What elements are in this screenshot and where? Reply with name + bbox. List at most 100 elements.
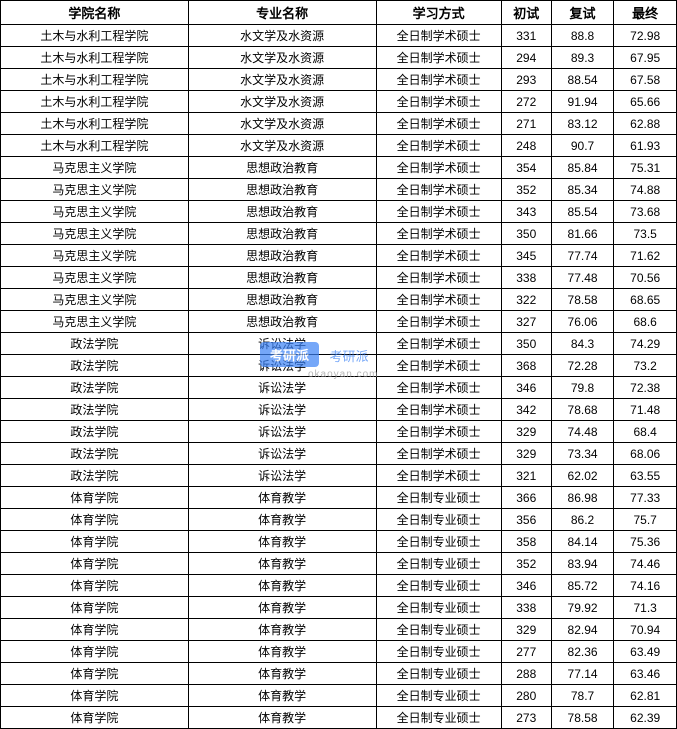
table-cell: 马克思主义学院 (1, 179, 189, 201)
table-cell: 78.58 (551, 289, 614, 311)
table-cell: 马克思主义学院 (1, 311, 189, 333)
header-mode: 学习方式 (376, 1, 501, 25)
table-cell: 71.48 (614, 399, 677, 421)
table-cell: 体育教学 (188, 597, 376, 619)
table-cell: 体育学院 (1, 487, 189, 509)
table-cell: 思想政治教育 (188, 179, 376, 201)
table-cell: 346 (501, 575, 551, 597)
table-cell: 思想政治教育 (188, 311, 376, 333)
table-cell: 352 (501, 179, 551, 201)
table-row: 马克思主义学院思想政治教育全日制学术硕士32776.0668.6 (1, 311, 677, 333)
table-row: 马克思主义学院思想政治教育全日制学术硕士33877.4870.56 (1, 267, 677, 289)
table-cell: 政法学院 (1, 421, 189, 443)
table-cell: 76.06 (551, 311, 614, 333)
table-cell: 77.14 (551, 663, 614, 685)
table-cell: 体育学院 (1, 597, 189, 619)
table-cell: 85.54 (551, 201, 614, 223)
table-cell: 79.8 (551, 377, 614, 399)
table-cell: 70.94 (614, 619, 677, 641)
table-cell: 思想政治教育 (188, 223, 376, 245)
table-cell: 体育学院 (1, 641, 189, 663)
table-cell: 83.12 (551, 113, 614, 135)
table-cell: 政法学院 (1, 355, 189, 377)
table-cell: 329 (501, 619, 551, 641)
table-cell: 90.7 (551, 135, 614, 157)
table-cell: 体育教学 (188, 509, 376, 531)
table-cell: 体育教学 (188, 619, 376, 641)
table-cell: 全日制学术硕士 (376, 355, 501, 377)
table-cell: 全日制专业硕士 (376, 575, 501, 597)
table-cell: 356 (501, 509, 551, 531)
table-row: 土木与水利工程学院水文学及水资源全日制学术硕士33188.872.98 (1, 25, 677, 47)
table-cell: 政法学院 (1, 377, 189, 399)
table-cell: 体育学院 (1, 531, 189, 553)
table-cell: 63.49 (614, 641, 677, 663)
table-cell: 73.2 (614, 355, 677, 377)
table-cell: 土木与水利工程学院 (1, 25, 189, 47)
table-header-row: 学院名称 专业名称 学习方式 初试 复试 最终 (1, 1, 677, 25)
table-cell: 358 (501, 531, 551, 553)
table-row: 政法学院诉讼法学全日制学术硕士32973.3468.06 (1, 443, 677, 465)
table-cell: 全日制专业硕士 (376, 685, 501, 707)
table-body: 土木与水利工程学院水文学及水资源全日制学术硕士33188.872.98土木与水利… (1, 25, 677, 729)
table-cell: 土木与水利工程学院 (1, 47, 189, 69)
table-cell: 329 (501, 421, 551, 443)
table-cell: 诉讼法学 (188, 465, 376, 487)
table-cell: 321 (501, 465, 551, 487)
header-final: 最终 (614, 1, 677, 25)
table-row: 体育学院体育教学全日制专业硕士36686.9877.33 (1, 487, 677, 509)
table-row: 体育学院体育教学全日制专业硕士34685.7274.16 (1, 575, 677, 597)
table-cell: 73.68 (614, 201, 677, 223)
table-cell: 政法学院 (1, 443, 189, 465)
table-cell: 思想政治教育 (188, 289, 376, 311)
table-cell: 272 (501, 91, 551, 113)
table-row: 马克思主义学院思想政治教育全日制学术硕士35285.3474.88 (1, 179, 677, 201)
table-cell: 土木与水利工程学院 (1, 113, 189, 135)
table-cell: 74.48 (551, 421, 614, 443)
table-cell: 67.95 (614, 47, 677, 69)
table-cell: 体育教学 (188, 553, 376, 575)
table-cell: 74.29 (614, 333, 677, 355)
table-cell: 85.34 (551, 179, 614, 201)
table-cell: 土木与水利工程学院 (1, 69, 189, 91)
table-row: 体育学院体育教学全日制专业硕士35686.275.7 (1, 509, 677, 531)
table-cell: 全日制学术硕士 (376, 91, 501, 113)
table-row: 土木与水利工程学院水文学及水资源全日制学术硕士29489.367.95 (1, 47, 677, 69)
table-cell: 68.4 (614, 421, 677, 443)
table-cell: 土木与水利工程学院 (1, 135, 189, 157)
table-cell: 338 (501, 597, 551, 619)
table-cell: 63.55 (614, 465, 677, 487)
table-cell: 67.58 (614, 69, 677, 91)
table-cell: 全日制学术硕士 (376, 223, 501, 245)
table-cell: 思想政治教育 (188, 201, 376, 223)
table-cell: 全日制学术硕士 (376, 465, 501, 487)
table-cell: 62.39 (614, 707, 677, 729)
table-cell: 354 (501, 157, 551, 179)
table-cell: 81.66 (551, 223, 614, 245)
table-cell: 63.46 (614, 663, 677, 685)
table-cell: 诉讼法学 (188, 421, 376, 443)
table-cell: 思想政治教育 (188, 245, 376, 267)
table-cell: 277 (501, 641, 551, 663)
table-row: 马克思主义学院思想政治教育全日制学术硕士34385.5473.68 (1, 201, 677, 223)
table-cell: 体育学院 (1, 619, 189, 641)
table-cell: 体育教学 (188, 641, 376, 663)
table-cell: 政法学院 (1, 333, 189, 355)
table-cell: 79.92 (551, 597, 614, 619)
table-row: 政法学院诉讼法学全日制学术硕士32974.4868.4 (1, 421, 677, 443)
table-cell: 全日制学术硕士 (376, 69, 501, 91)
table-cell: 288 (501, 663, 551, 685)
table-cell: 74.16 (614, 575, 677, 597)
table-cell: 72.28 (551, 355, 614, 377)
table-cell: 78.68 (551, 399, 614, 421)
table-cell: 马克思主义学院 (1, 289, 189, 311)
table-cell: 74.46 (614, 553, 677, 575)
table-cell: 全日制学术硕士 (376, 333, 501, 355)
table-cell: 85.72 (551, 575, 614, 597)
table-row: 政法学院诉讼法学全日制学术硕士32162.0263.55 (1, 465, 677, 487)
table-cell: 全日制专业硕士 (376, 487, 501, 509)
table-cell: 全日制专业硕士 (376, 553, 501, 575)
table-cell: 61.93 (614, 135, 677, 157)
table-row: 体育学院体育教学全日制专业硕士33879.9271.3 (1, 597, 677, 619)
table-cell: 294 (501, 47, 551, 69)
